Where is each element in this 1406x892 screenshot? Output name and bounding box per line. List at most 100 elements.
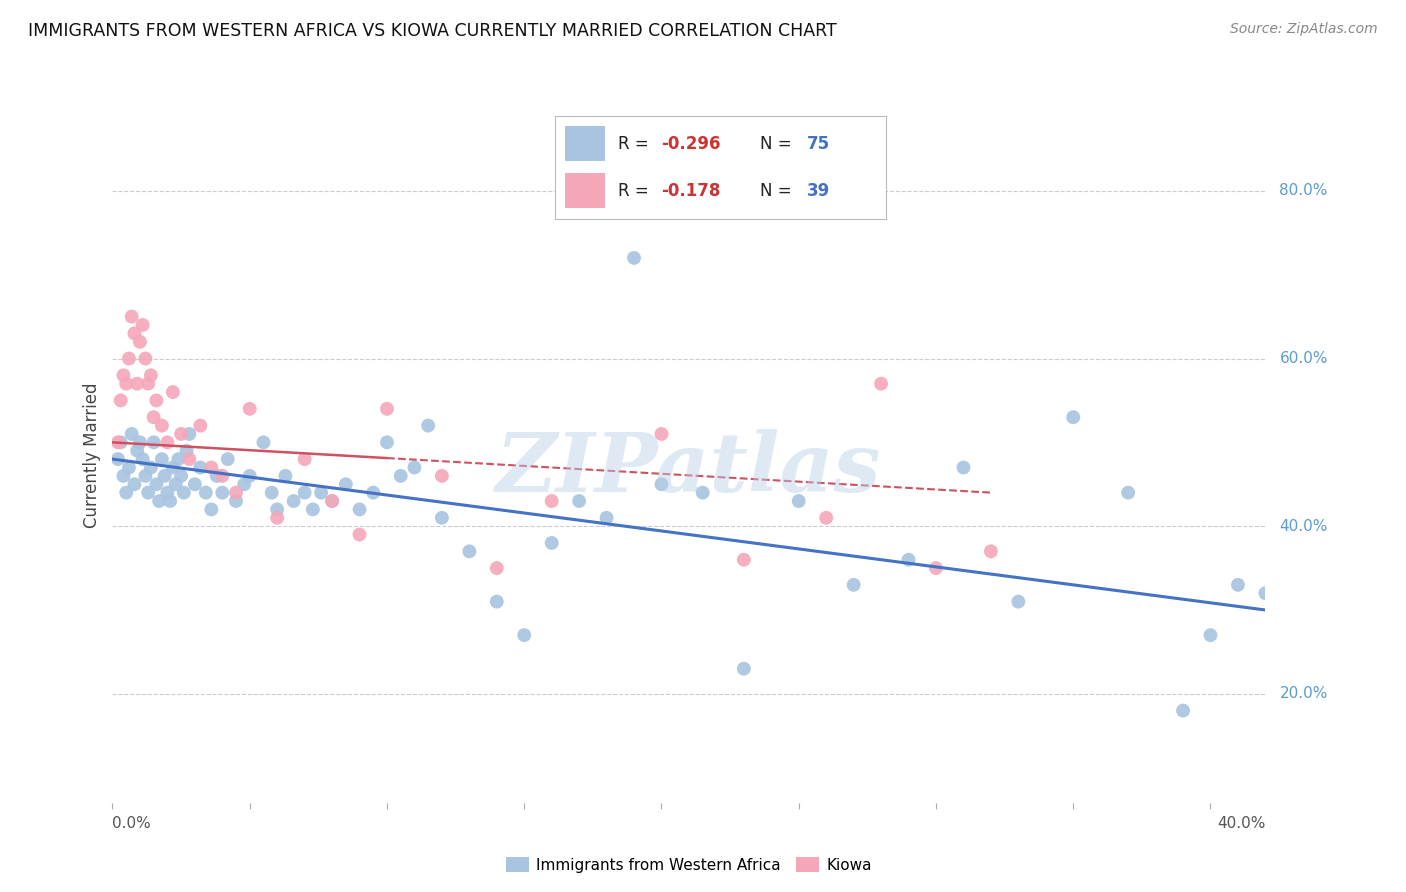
Point bbox=[176, 443, 198, 458]
Legend: Immigrants from Western Africa, Kiowa: Immigrants from Western Africa, Kiowa bbox=[499, 850, 879, 879]
Point bbox=[302, 502, 325, 516]
Point bbox=[1199, 628, 1222, 642]
Point bbox=[129, 435, 152, 450]
Point bbox=[692, 485, 714, 500]
Point bbox=[115, 485, 138, 500]
Point bbox=[118, 351, 141, 366]
Point bbox=[142, 435, 165, 450]
Text: N =: N = bbox=[761, 135, 797, 153]
Text: -0.296: -0.296 bbox=[661, 135, 721, 153]
Text: 40.0%: 40.0% bbox=[1279, 518, 1327, 533]
Point bbox=[309, 485, 332, 500]
Text: R =: R = bbox=[619, 182, 654, 200]
Point bbox=[200, 460, 222, 475]
Bar bbox=[565, 126, 605, 161]
Text: 60.0%: 60.0% bbox=[1279, 351, 1327, 366]
Point bbox=[134, 468, 156, 483]
Point bbox=[150, 452, 173, 467]
Point bbox=[156, 485, 179, 500]
Point bbox=[1226, 578, 1249, 592]
Point bbox=[349, 502, 371, 516]
Point bbox=[131, 452, 153, 467]
Point bbox=[153, 468, 176, 483]
Point bbox=[121, 427, 143, 442]
Point bbox=[375, 435, 398, 450]
Point bbox=[112, 468, 135, 483]
Point bbox=[211, 468, 233, 483]
Point bbox=[217, 452, 239, 467]
Point bbox=[136, 485, 159, 500]
Point bbox=[274, 468, 297, 483]
Point bbox=[139, 460, 162, 475]
Point bbox=[156, 435, 179, 450]
Point bbox=[458, 544, 481, 558]
Point bbox=[148, 494, 170, 508]
Point bbox=[233, 477, 256, 491]
Point bbox=[131, 318, 153, 332]
Point bbox=[162, 385, 184, 400]
Point bbox=[188, 460, 211, 475]
Point bbox=[115, 376, 138, 391]
Point bbox=[129, 334, 152, 349]
Point bbox=[595, 510, 617, 524]
Text: IMMIGRANTS FROM WESTERN AFRICA VS KIOWA CURRENTLY MARRIED CORRELATION CHART: IMMIGRANTS FROM WESTERN AFRICA VS KIOWA … bbox=[28, 22, 837, 40]
Point bbox=[897, 552, 920, 566]
Point bbox=[733, 552, 755, 566]
Point bbox=[150, 418, 173, 433]
Point bbox=[142, 410, 165, 425]
Point bbox=[294, 485, 316, 500]
Point bbox=[389, 468, 412, 483]
Point bbox=[200, 502, 222, 516]
Point bbox=[124, 477, 146, 491]
Point bbox=[239, 468, 262, 483]
Point bbox=[650, 427, 672, 442]
Point bbox=[159, 494, 181, 508]
Point bbox=[124, 326, 146, 341]
Point bbox=[134, 351, 156, 366]
Point bbox=[418, 418, 440, 433]
Point bbox=[145, 393, 167, 408]
Point bbox=[361, 485, 384, 500]
Point bbox=[184, 477, 207, 491]
Point bbox=[136, 376, 159, 391]
Text: N =: N = bbox=[761, 182, 797, 200]
Bar bbox=[565, 173, 605, 208]
Point bbox=[139, 368, 162, 383]
Point bbox=[952, 460, 974, 475]
Point bbox=[170, 427, 193, 442]
Point bbox=[283, 494, 305, 508]
Point bbox=[170, 468, 193, 483]
Point bbox=[1116, 485, 1139, 500]
Point bbox=[1254, 586, 1277, 600]
Point bbox=[321, 494, 343, 508]
Point bbox=[266, 502, 288, 516]
Point bbox=[870, 376, 893, 391]
Point bbox=[623, 251, 645, 265]
Point bbox=[127, 443, 149, 458]
Text: Source: ZipAtlas.com: Source: ZipAtlas.com bbox=[1230, 22, 1378, 37]
Point bbox=[733, 662, 755, 676]
Point bbox=[485, 561, 508, 575]
Point bbox=[1062, 410, 1084, 425]
Text: 39: 39 bbox=[807, 182, 830, 200]
Y-axis label: Currently Married: Currently Married bbox=[83, 382, 101, 528]
Point bbox=[239, 401, 262, 416]
Text: 75: 75 bbox=[807, 135, 830, 153]
Point bbox=[787, 494, 810, 508]
Point bbox=[225, 485, 247, 500]
Point bbox=[430, 468, 453, 483]
Point bbox=[179, 452, 201, 467]
Point bbox=[1171, 704, 1194, 718]
Point bbox=[107, 435, 129, 450]
Point bbox=[167, 452, 190, 467]
Point bbox=[165, 477, 187, 491]
Point bbox=[335, 477, 357, 491]
Text: R =: R = bbox=[619, 135, 654, 153]
Text: 40.0%: 40.0% bbox=[1218, 816, 1265, 831]
Point bbox=[112, 368, 135, 383]
Point bbox=[294, 452, 316, 467]
Point bbox=[925, 561, 948, 575]
Point bbox=[321, 494, 343, 508]
Point bbox=[349, 527, 371, 541]
Point bbox=[173, 485, 195, 500]
